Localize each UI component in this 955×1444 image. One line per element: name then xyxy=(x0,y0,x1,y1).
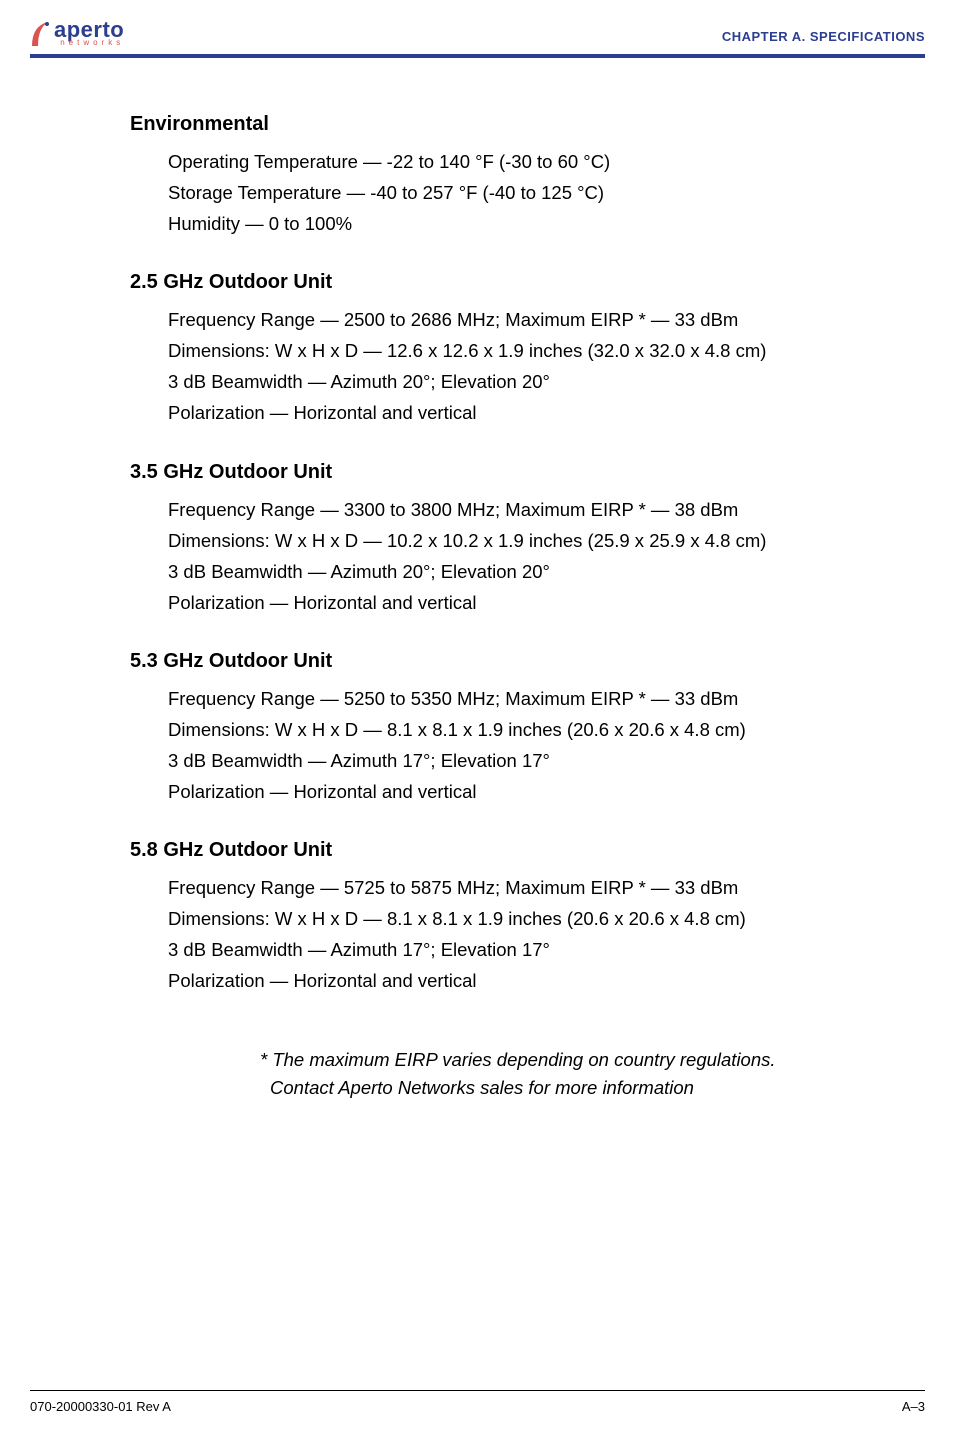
spec-line: Frequency Range — 5725 to 5875 MHz; Maxi… xyxy=(130,872,925,903)
footnote-line2: Contact Aperto Networks sales for more i… xyxy=(260,1074,925,1102)
spec-line: Dimensions: W x H x D — 12.6 x 12.6 x 1.… xyxy=(130,335,925,366)
logo-swoosh-icon xyxy=(30,18,52,48)
spec-line: Polarization — Horizontal and vertical xyxy=(130,397,925,428)
spec-line: 3 dB Beamwidth — Azimuth 17°; Elevation … xyxy=(130,934,925,965)
section-heading: 5.3 GHz Outdoor Unit xyxy=(130,650,925,673)
spec-line: Dimensions: W x H x D — 8.1 x 8.1 x 1.9 … xyxy=(130,903,925,934)
spec-line: Humidity — 0 to 100% xyxy=(130,208,925,239)
page-container: aperto networks CHAPTER A. SPECIFICATION… xyxy=(0,0,955,1444)
spec-line: Polarization — Horizontal and vertical xyxy=(130,776,925,807)
page-header: aperto networks CHAPTER A. SPECIFICATION… xyxy=(30,18,925,58)
content-area: Environmental Operating Temperature — -2… xyxy=(30,58,925,1390)
section-environmental: Environmental Operating Temperature — -2… xyxy=(130,113,925,239)
spec-line: Frequency Range — 3300 to 3800 MHz; Maxi… xyxy=(130,494,925,525)
logo-text: aperto networks xyxy=(54,19,124,47)
spec-line: Dimensions: W x H x D — 8.1 x 8.1 x 1.9 … xyxy=(130,714,925,745)
page-number: A–3 xyxy=(902,1399,925,1414)
spec-line: Frequency Range — 5250 to 5350 MHz; Maxi… xyxy=(130,683,925,714)
spec-line: Polarization — Horizontal and vertical xyxy=(130,965,925,996)
section-heading: Environmental xyxy=(130,113,925,136)
spec-line: 3 dB Beamwidth — Azimuth 17°; Elevation … xyxy=(130,745,925,776)
section-2-5ghz: 2.5 GHz Outdoor Unit Frequency Range — 2… xyxy=(130,271,925,428)
chapter-title: CHAPTER A. SPECIFICATIONS xyxy=(722,29,925,48)
section-3-5ghz: 3.5 GHz Outdoor Unit Frequency Range — 3… xyxy=(130,461,925,618)
spec-line: Storage Temperature — -40 to 257 °F (-40… xyxy=(130,177,925,208)
section-5-3ghz: 5.3 GHz Outdoor Unit Frequency Range — 5… xyxy=(130,650,925,807)
footnote-line1: * The maximum EIRP varies depending on c… xyxy=(260,1046,925,1074)
section-5-8ghz: 5.8 GHz Outdoor Unit Frequency Range — 5… xyxy=(130,839,925,996)
spec-line: Frequency Range — 2500 to 2686 MHz; Maxi… xyxy=(130,304,925,335)
spec-line: Operating Temperature — -22 to 140 °F (-… xyxy=(130,146,925,177)
section-heading: 2.5 GHz Outdoor Unit xyxy=(130,271,925,294)
logo-sub-text: networks xyxy=(54,39,124,47)
spec-line: Dimensions: W x H x D — 10.2 x 10.2 x 1.… xyxy=(130,525,925,556)
page-footer: 070-20000330-01 Rev A A–3 xyxy=(30,1390,925,1414)
footnote: * The maximum EIRP varies depending on c… xyxy=(130,1046,925,1102)
logo: aperto networks xyxy=(30,18,124,48)
doc-id: 070-20000330-01 Rev A xyxy=(30,1399,171,1414)
section-heading: 5.8 GHz Outdoor Unit xyxy=(130,839,925,862)
spec-line: Polarization — Horizontal and vertical xyxy=(130,587,925,618)
section-heading: 3.5 GHz Outdoor Unit xyxy=(130,461,925,484)
spec-line: 3 dB Beamwidth — Azimuth 20°; Elevation … xyxy=(130,366,925,397)
spec-line: 3 dB Beamwidth — Azimuth 20°; Elevation … xyxy=(130,556,925,587)
